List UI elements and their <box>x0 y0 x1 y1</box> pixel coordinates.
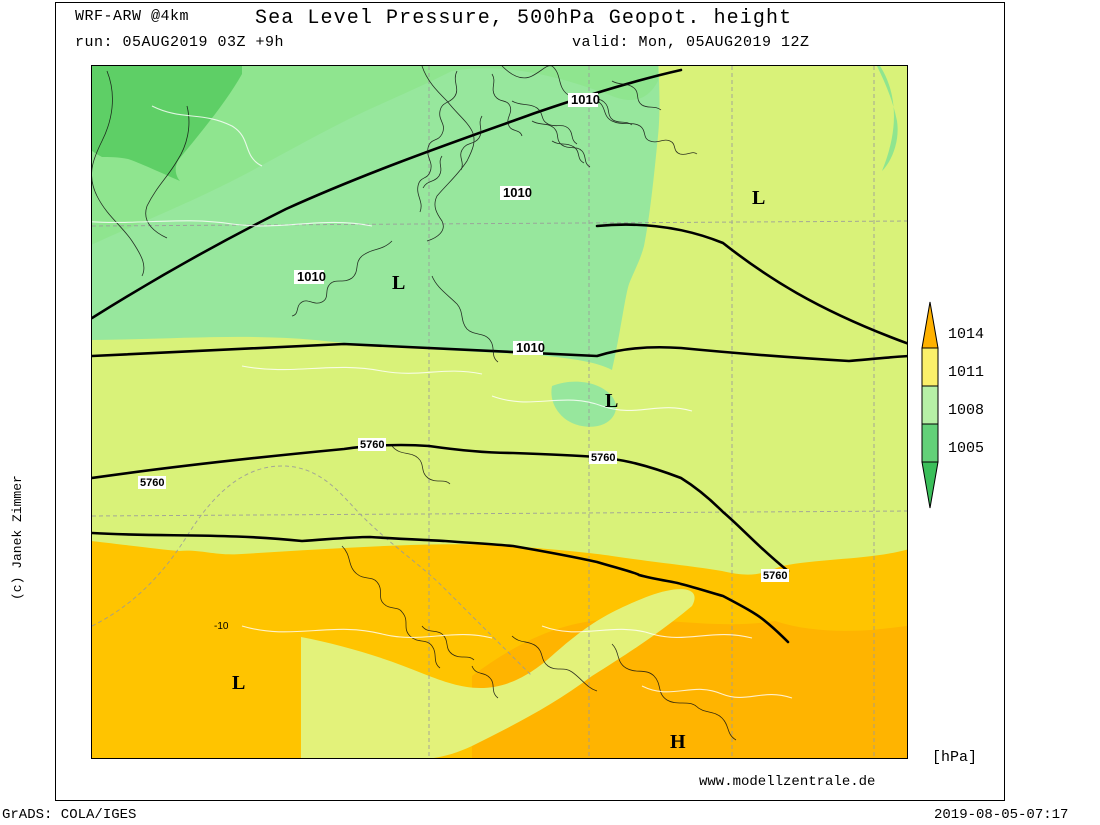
svg-text:L: L <box>232 672 245 694</box>
svg-text:-10: -10 <box>214 621 229 632</box>
svg-text:5760: 5760 <box>591 452 615 464</box>
svg-text:1010: 1010 <box>297 269 326 284</box>
svg-text:L: L <box>392 272 405 294</box>
svg-text:5760: 5760 <box>140 477 164 489</box>
svg-text:5760: 5760 <box>763 570 787 582</box>
svg-text:L: L <box>752 187 765 209</box>
svg-text:L: L <box>605 390 618 412</box>
svg-text:H: H <box>670 731 686 753</box>
svg-text:1010: 1010 <box>516 340 545 355</box>
svg-text:1010: 1010 <box>571 92 600 107</box>
svg-text:5760: 5760 <box>360 439 384 451</box>
svg-text:1010: 1010 <box>503 185 532 200</box>
